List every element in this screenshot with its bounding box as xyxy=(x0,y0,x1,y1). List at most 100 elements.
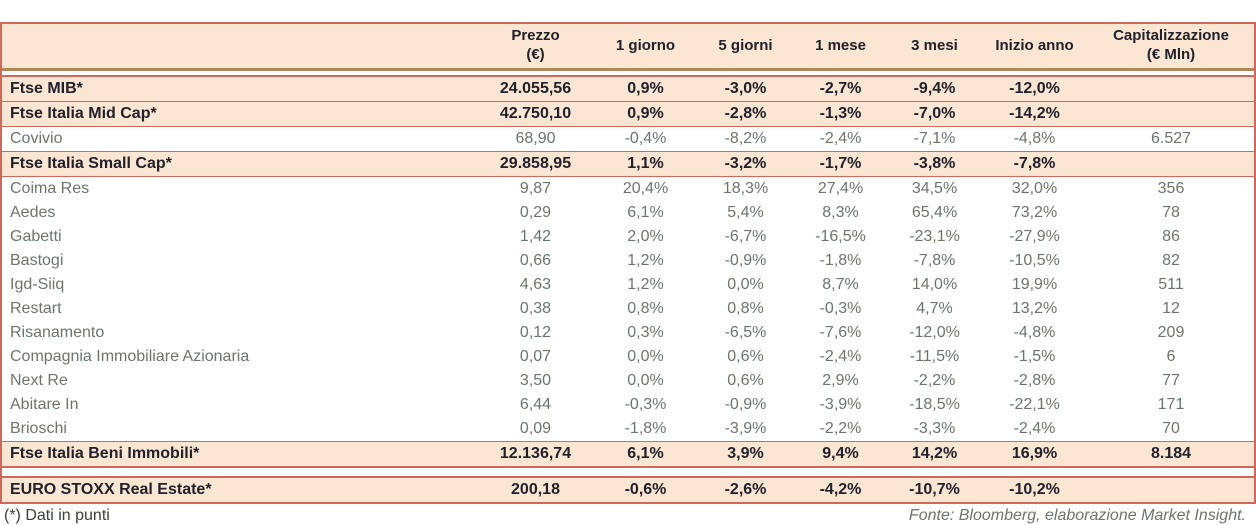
cell-name: Brioschi xyxy=(10,420,67,438)
cell-ytd: -2,4% xyxy=(1013,420,1056,438)
header-cell-d1: 1 giorno xyxy=(615,36,676,54)
divider xyxy=(2,468,1254,476)
cell-d5: -0,9% xyxy=(724,252,767,270)
cell-m1: -1,8% xyxy=(819,252,862,270)
cell-ytd: 32,0% xyxy=(1011,180,1058,198)
header-cell-ytd: Inizio anno xyxy=(995,36,1074,54)
cell-d5: 0,6% xyxy=(727,372,764,390)
header-row: Prezzo (€) 1 giorno 5 giorni 1 mese 3 mesi In… xyxy=(2,24,1254,68)
cell-m3: 65,4% xyxy=(911,204,958,222)
cell-d5: 18,3% xyxy=(722,180,769,198)
cell-cap: 86 xyxy=(1162,228,1180,246)
cell-m3: -9,4% xyxy=(913,80,956,98)
divider xyxy=(2,441,1254,442)
divider xyxy=(2,466,1254,468)
cell-m1: 8,3% xyxy=(822,204,859,222)
table-row-bastogi: Bastogi 0,66 1,2% -0,9% -1,8% -7,8% -10,5% 82 xyxy=(2,249,1254,273)
cell-name: Abitare In xyxy=(10,396,79,414)
cell-cap: 171 xyxy=(1157,396,1185,414)
cell-d5: -6,7% xyxy=(724,228,767,246)
cell-m1: 9,4% xyxy=(822,445,859,463)
cell-d1: 0,3% xyxy=(627,324,664,342)
cell-m3: -7,1% xyxy=(913,130,956,148)
cell-m3: -2,2% xyxy=(913,372,956,390)
cell-name: Risanamento xyxy=(10,324,105,342)
cell-d1: -1,8% xyxy=(624,420,667,438)
cell-d1: -0,3% xyxy=(624,396,667,414)
cell-prezzo: 24.055,56 xyxy=(499,80,572,98)
cell-cap: 78 xyxy=(1162,204,1180,222)
table-row-ftse-italia-small-cap: Ftse Italia Small Cap* 29.858,95 1,1% -3,2%… xyxy=(2,152,1254,176)
cell-d5: -3,2% xyxy=(724,155,767,173)
cell-name: Gabetti xyxy=(10,228,62,246)
cell-ytd: -4,8% xyxy=(1013,130,1056,148)
cell-d5: -6,5% xyxy=(724,324,767,342)
cell-cap: 6.527 xyxy=(1150,130,1192,148)
cell-cap: 82 xyxy=(1162,252,1180,270)
cell-m3: -10,7% xyxy=(909,481,960,499)
divider xyxy=(2,476,1254,478)
cell-m1: -1,7% xyxy=(819,155,862,173)
header-cell-m3: 3 mesi xyxy=(911,36,958,54)
header-cell-d5: 5 giorni xyxy=(718,36,773,54)
cell-d5: -2,6% xyxy=(724,481,767,499)
table-row-risanamento: Risanamento 0,12 0,3% -6,5% -7,6% -12,0% -4,8%… xyxy=(2,321,1254,345)
cell-m3: -7,8% xyxy=(913,252,956,270)
cell-d1: 0,9% xyxy=(627,105,664,123)
cell-d5: -0,9% xyxy=(724,396,767,414)
cell-m1: -2,4% xyxy=(819,348,862,366)
table-row-gabetti: Gabetti 1,42 2,0% -6,7% -16,5% -23,1% -27,9% 86 xyxy=(2,225,1254,249)
cell-ytd: -22,1% xyxy=(1009,396,1060,414)
divider xyxy=(2,101,1254,102)
cell-m1: -2,2% xyxy=(819,420,862,438)
cell-prezzo: 0,07 xyxy=(519,348,552,366)
table-row-restart: Restart 0,38 0,8% 0,8% -0,3% 4,7% 13,2% 12 xyxy=(2,297,1254,321)
cell-m3: 4,7% xyxy=(916,300,953,318)
cell-prezzo: 42.750,10 xyxy=(499,105,572,123)
cell-d5: -3,0% xyxy=(724,80,767,98)
cell-prezzo: 12.136,74 xyxy=(499,445,572,463)
table-row-coima-res: Coima Res 9,87 20,4% 18,3% 27,4% 34,5% 32,0% 35… xyxy=(2,177,1254,201)
divider xyxy=(2,176,1254,177)
table-row-abitare-in: Abitare In 6,44 -0,3% -0,9% -3,9% -18,5% -22,1… xyxy=(2,393,1254,417)
cell-name: Covivio xyxy=(10,130,63,148)
cell-name: Compagnia Immobiliare Azionaria xyxy=(10,348,250,366)
cell-m3: 14,0% xyxy=(911,276,958,294)
table-top-rule xyxy=(2,22,1254,24)
header-cell-cap: Capitalizzazione (€ Mln) xyxy=(1113,27,1229,63)
cell-d1: 1,2% xyxy=(627,276,664,294)
cell-ytd: -7,8% xyxy=(1013,155,1056,173)
cell-ytd: -4,8% xyxy=(1013,324,1056,342)
cell-m1: -7,6% xyxy=(819,324,862,342)
cell-cap: 12 xyxy=(1162,300,1180,318)
cell-m3: -11,5% xyxy=(909,348,960,366)
cell-name: Next Re xyxy=(10,372,68,390)
cell-name: Coima Res xyxy=(10,180,90,198)
cell-prezzo: 0,12 xyxy=(519,324,552,342)
table-row-igd-siiq: Igd-Siiq 4,63 1,2% 0,0% 8,7% 14,0% 19,9% 511 xyxy=(2,273,1254,297)
divider xyxy=(2,502,1254,504)
table-body: Ftse MIB* 24.055,56 0,9% -3,0% -2,7% -9,4% -12… xyxy=(2,77,1254,504)
cell-d5: -3,9% xyxy=(724,420,767,438)
cell-m1: -1,3% xyxy=(819,105,862,123)
cell-d1: -0,6% xyxy=(624,481,667,499)
cell-ytd: 19,9% xyxy=(1011,276,1058,294)
table-row-covivio: Covivio 68,90 -0,4% -8,2% -2,4% -7,1% -4,8% 6.5… xyxy=(2,127,1254,151)
cell-m1: -16,5% xyxy=(815,228,866,246)
cell-ytd: -10,5% xyxy=(1009,252,1060,270)
cell-d1: 6,1% xyxy=(627,204,664,222)
cell-name: Restart xyxy=(10,300,62,318)
cell-d1: 6,1% xyxy=(627,445,664,463)
cell-d1: 1,2% xyxy=(627,252,664,270)
cell-d1: -0,4% xyxy=(624,130,667,148)
cell-cap: 511 xyxy=(1158,276,1184,294)
cell-prezzo: 6,44 xyxy=(519,396,552,414)
cell-ytd: -12,0% xyxy=(1009,80,1060,98)
cell-prezzo: 29.858,95 xyxy=(499,155,572,173)
cell-name: Ftse Italia Small Cap* xyxy=(10,155,172,173)
divider xyxy=(2,126,1254,127)
cell-m3: 34,5% xyxy=(911,180,958,198)
cell-m1: -3,9% xyxy=(819,396,862,414)
table-row-compagnia-immobiliare-azionaria: Compagnia Immobiliare Azionaria 0,07 0,0% 0… xyxy=(2,345,1254,369)
